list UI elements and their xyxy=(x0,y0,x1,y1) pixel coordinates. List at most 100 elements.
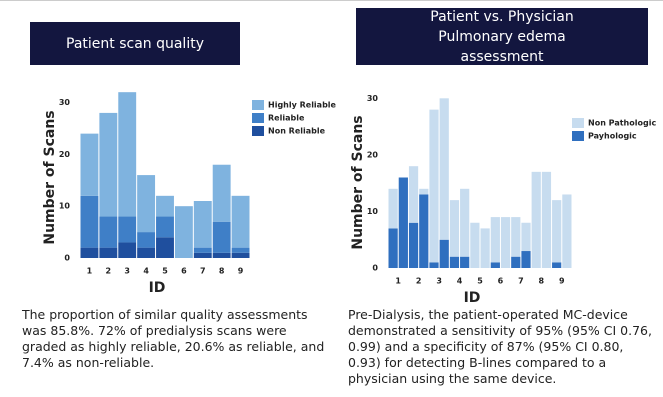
chart-title: Patient scan quality xyxy=(30,22,240,65)
bar xyxy=(99,247,118,258)
bar xyxy=(490,262,500,268)
bar xyxy=(388,188,398,229)
x-tick-label: 3 xyxy=(436,277,442,286)
y-tick-label: 10 xyxy=(59,202,71,211)
x-tick-label: 4 xyxy=(143,267,149,276)
legend-swatch xyxy=(252,100,264,110)
x-tick-label: 2 xyxy=(106,267,112,276)
bar xyxy=(449,200,460,257)
bar xyxy=(439,98,449,240)
x-tick-label: 6 xyxy=(181,267,187,276)
bar xyxy=(118,242,137,258)
caption: Pre-Dialysis, the patient-operated MC-de… xyxy=(348,307,652,386)
legend-swatch xyxy=(572,118,584,128)
bar xyxy=(541,171,552,268)
bar xyxy=(460,188,470,257)
bar xyxy=(137,175,156,233)
bar xyxy=(99,216,118,248)
x-tick-label: 6 xyxy=(498,277,504,286)
bar xyxy=(552,200,562,263)
bar xyxy=(193,252,212,258)
bar xyxy=(156,195,174,217)
bar xyxy=(212,252,231,258)
bar xyxy=(174,206,193,258)
bar xyxy=(231,195,250,248)
bar xyxy=(212,221,231,253)
bar xyxy=(480,228,490,268)
legend-label: Highly Reliable xyxy=(268,101,337,110)
bar xyxy=(193,247,212,253)
bar xyxy=(231,252,250,258)
bar xyxy=(500,217,511,268)
bar xyxy=(137,247,156,258)
y-axis-label: Number of Scans xyxy=(42,110,58,244)
bar xyxy=(118,216,137,243)
y-tick-label: 20 xyxy=(367,150,379,159)
x-tick-label: 1 xyxy=(395,277,401,286)
bar xyxy=(80,195,99,248)
bar xyxy=(156,237,174,258)
legend-swatch xyxy=(252,126,264,136)
bar xyxy=(80,247,99,258)
bar xyxy=(460,256,470,268)
x-tick-label: 4 xyxy=(457,277,463,286)
x-tick-label: 5 xyxy=(477,277,483,286)
legend-swatch xyxy=(252,113,264,123)
bar xyxy=(419,188,429,195)
bar xyxy=(231,247,250,253)
y-tick-label: 30 xyxy=(59,98,71,107)
x-tick-label: 8 xyxy=(219,267,225,276)
legend-label: Reliable xyxy=(268,114,305,123)
y-tick-label: 0 xyxy=(372,264,378,273)
bar xyxy=(137,232,156,248)
bar xyxy=(118,92,137,217)
bar xyxy=(212,164,231,222)
bar xyxy=(408,166,419,223)
x-axis-label: ID xyxy=(464,290,481,306)
y-axis-label: Number of Scans xyxy=(350,115,366,249)
bar xyxy=(408,222,419,268)
bar xyxy=(562,194,572,268)
bar xyxy=(439,239,449,268)
bar xyxy=(429,109,439,263)
legend-label: Non Pathologic xyxy=(588,119,656,128)
x-tick-label: 7 xyxy=(200,267,206,276)
bar xyxy=(80,133,99,196)
y-tick-label: 10 xyxy=(367,207,379,216)
bar xyxy=(156,216,174,238)
y-tick-label: 30 xyxy=(367,94,379,103)
x-tick-label: 1 xyxy=(87,267,93,276)
bar xyxy=(398,177,408,268)
bar xyxy=(419,194,429,268)
bar xyxy=(552,262,562,268)
bar xyxy=(470,222,480,268)
bar xyxy=(511,217,521,257)
x-tick-label: 9 xyxy=(559,277,565,286)
bar xyxy=(429,262,439,268)
bar xyxy=(521,222,531,252)
x-tick-label: 3 xyxy=(124,267,130,276)
legend-label: Payhologic xyxy=(588,132,637,141)
caption: The proportion of similar quality assess… xyxy=(22,307,325,370)
legend-swatch xyxy=(572,131,584,141)
x-tick-label: 9 xyxy=(238,267,244,276)
x-tick-label: 5 xyxy=(162,267,168,276)
legend-label: Non Reliable xyxy=(268,127,326,136)
y-tick-label: 20 xyxy=(59,150,71,159)
bar xyxy=(99,112,118,217)
bar xyxy=(388,228,398,268)
x-tick-label: 2 xyxy=(416,277,422,286)
bar xyxy=(531,171,541,268)
bar xyxy=(521,251,531,268)
bar xyxy=(193,201,212,248)
x-axis-label: ID xyxy=(149,280,166,296)
x-tick-label: 7 xyxy=(518,277,524,286)
x-tick-label: 8 xyxy=(539,277,545,286)
bar xyxy=(449,256,460,268)
chart-title: Patient vs. Physician Pulmonary edema as… xyxy=(356,8,648,65)
bar xyxy=(490,217,500,263)
y-tick-label: 0 xyxy=(64,254,70,263)
bar xyxy=(511,256,521,268)
